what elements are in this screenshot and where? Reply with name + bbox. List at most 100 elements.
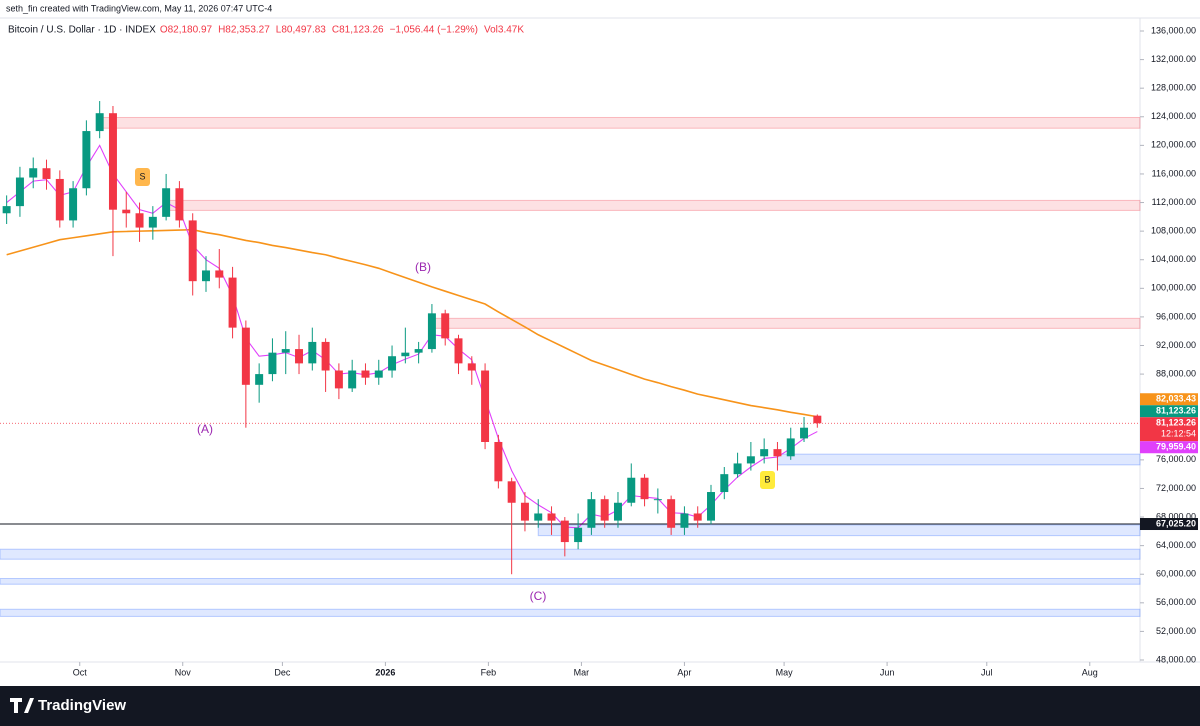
candle-body	[268, 352, 277, 375]
x-tick-label: Feb	[481, 667, 497, 677]
candle-body	[202, 270, 210, 282]
candle-body	[295, 349, 304, 364]
candle-body	[800, 427, 809, 439]
candle-body	[467, 363, 476, 371]
candle-body	[547, 513, 556, 521]
candle-body	[813, 415, 822, 424]
zone	[0, 578, 1141, 585]
x-tick-label: May	[776, 667, 794, 677]
candle-body	[667, 499, 676, 528]
candle-body	[746, 456, 755, 464]
zone	[99, 116, 1141, 129]
price-tag	[1140, 417, 1198, 442]
candle-body	[693, 513, 702, 521]
candle-body	[441, 313, 450, 339]
x-tick-label: Apr	[677, 667, 691, 677]
footer	[0, 686, 1200, 726]
legend-field: O82,180.97	[160, 25, 213, 36]
candle-body	[188, 220, 197, 282]
zone	[0, 548, 1141, 560]
x-tick-label: Mar	[574, 667, 590, 677]
candle-body	[122, 209, 131, 214]
zone	[165, 199, 1141, 211]
candle-body	[148, 216, 157, 228]
candle-body	[374, 370, 383, 378]
y-tick-label: 72,000.00	[1156, 483, 1196, 493]
y-tick-label: 120,000.00	[1151, 140, 1196, 150]
x-tick-label: Nov	[175, 667, 192, 677]
y-tick-label: 56,000.00	[1156, 597, 1196, 607]
candle-body	[627, 477, 636, 503]
candle-body	[162, 188, 171, 217]
y-tick-label: 124,000.00	[1151, 111, 1196, 121]
candle-body	[361, 370, 370, 378]
candle-body	[454, 338, 463, 364]
y-tick-label: 108,000.00	[1151, 226, 1196, 236]
candle-body	[69, 188, 78, 221]
x-tick-label: 2026	[375, 667, 395, 677]
legend: O82,180.97 H82,353.27 L80,497.83 C81,123.26…	[160, 25, 525, 36]
x-tick-label: Oct	[73, 667, 88, 677]
candle-body	[281, 349, 290, 353]
candle-body	[720, 474, 729, 493]
x-tick-label: Dec	[274, 667, 291, 677]
candle-body	[414, 349, 423, 353]
zones	[0, 116, 1141, 617]
candles	[2, 101, 822, 575]
signal-marker	[760, 471, 775, 489]
zone	[431, 317, 1141, 329]
y-tick-label: 116,000.00	[1152, 168, 1196, 178]
price-tag-label: 79,959.40	[1156, 442, 1196, 452]
candle-body	[95, 113, 104, 132]
candle-body	[255, 374, 264, 385]
x-tick-label: Aug	[1082, 667, 1098, 677]
candle-body	[587, 499, 596, 528]
candle-body	[241, 327, 250, 385]
candle-body	[494, 441, 503, 482]
signal-label: B	[764, 474, 770, 484]
header: seth_fin created with TradingView.com, M…	[6, 3, 272, 13]
price-tag-label: 82,033.43	[1156, 394, 1196, 404]
signal-label: S	[139, 171, 145, 181]
candle-body	[707, 492, 715, 521]
legend-field: C81,123.26	[332, 25, 384, 36]
legend-field: H82,353.27	[218, 25, 270, 36]
price-tag	[1140, 518, 1198, 531]
candle-body	[108, 113, 117, 210]
y-tick-label: 64,000.00	[1156, 540, 1196, 550]
price-tag	[1140, 441, 1198, 454]
axes: 136,000.00 132,000.00 128,000.00 124,000.00…	[73, 25, 1196, 677]
y-tick-label: 104,000.00	[1151, 254, 1196, 264]
candle-body	[55, 178, 64, 221]
y-tick-label: 132,000.00	[1151, 54, 1196, 64]
candle-body	[427, 313, 436, 350]
y-tick-label: 48,000.00	[1156, 654, 1196, 664]
x-tick-label: Jun	[880, 667, 895, 677]
candle-body	[733, 463, 742, 475]
zone	[0, 608, 1141, 617]
candle-body	[773, 449, 782, 457]
candle-body	[175, 188, 184, 221]
lines	[0, 144, 1140, 529]
candle-body	[334, 370, 343, 389]
candle-body	[520, 502, 529, 521]
candle-body	[215, 270, 224, 278]
candle-body	[388, 356, 397, 371]
candle-body	[534, 513, 543, 521]
candle-body	[228, 277, 237, 328]
legend-field: Vol3.47K	[484, 25, 524, 36]
candle-body	[29, 168, 38, 178]
wave-label: (A)	[197, 422, 213, 436]
candle-body	[42, 168, 51, 179]
candle-body	[321, 341, 330, 371]
wave-label: (B)	[415, 260, 431, 274]
candle-body	[786, 438, 795, 457]
zone	[537, 524, 1141, 537]
candle-body	[507, 481, 516, 503]
signal-marker	[135, 168, 150, 186]
y-tick-label: 52,000.00	[1156, 626, 1196, 636]
countdown: 12:12:54	[1161, 429, 1196, 439]
candle-body	[82, 131, 91, 189]
candle-body	[653, 499, 662, 501]
